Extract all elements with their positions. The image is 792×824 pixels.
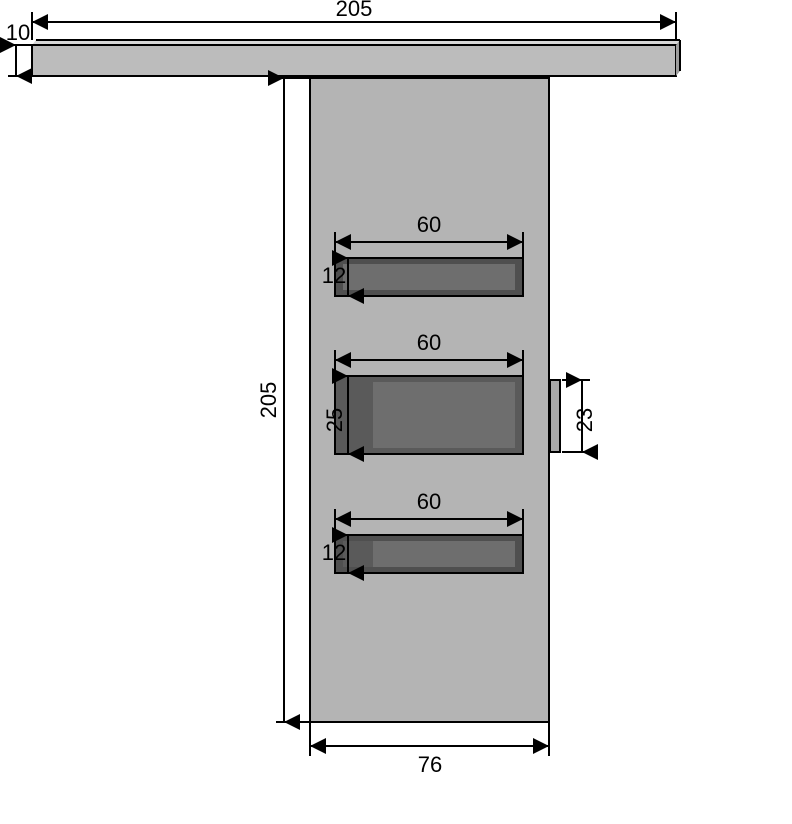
handle bbox=[550, 380, 560, 452]
dim-rail-width-label: 205 bbox=[336, 0, 373, 21]
dim-panel2-h-label: 25 bbox=[322, 408, 347, 432]
panel-1 bbox=[335, 258, 523, 296]
dim-door-height-label: 205 bbox=[256, 382, 281, 419]
dim-door-width: 76 bbox=[310, 722, 549, 777]
dim-handle-h: 23 bbox=[562, 380, 597, 452]
dim-handle-h-label: 23 bbox=[572, 408, 597, 432]
rail bbox=[32, 40, 680, 76]
dim-panel3-w-label: 60 bbox=[417, 489, 441, 514]
dim-rail-width: 205 bbox=[32, 0, 676, 40]
dim-rail-height: 10 bbox=[6, 20, 32, 76]
dim-panel1-w-label: 60 bbox=[417, 212, 441, 237]
panel-3 bbox=[335, 535, 523, 573]
dim-panel2-w-label: 60 bbox=[417, 330, 441, 355]
dim-panel1-h-label: 12 bbox=[322, 263, 346, 288]
door-diagram: 205 10 205 76 60 12 60 bbox=[0, 0, 792, 824]
dim-door-width-label: 76 bbox=[418, 752, 442, 777]
dim-panel3-h-label: 12 bbox=[322, 540, 346, 565]
panel-2 bbox=[335, 376, 523, 454]
dim-door-height: 205 bbox=[256, 78, 310, 722]
rail-front bbox=[32, 45, 676, 76]
dim-rail-height-label: 10 bbox=[6, 20, 30, 45]
